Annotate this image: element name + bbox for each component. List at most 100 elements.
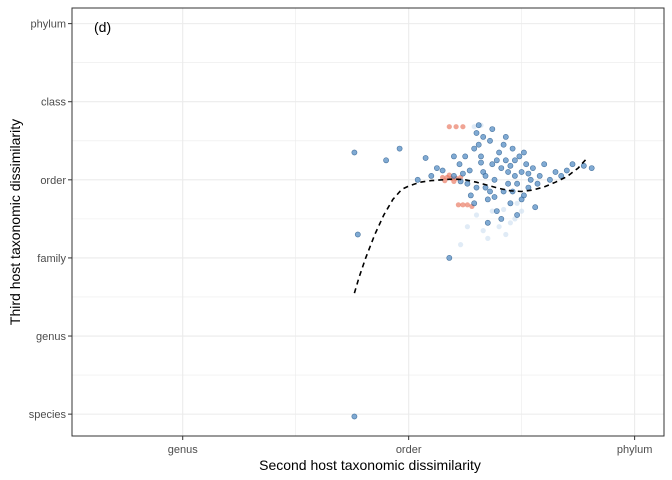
- data-point: [514, 180, 520, 187]
- data-point: [450, 172, 457, 179]
- data-point: [541, 161, 548, 168]
- data-point: [478, 153, 484, 160]
- data-point: [536, 172, 543, 179]
- data-point: [491, 194, 498, 200]
- major-grid: [72, 8, 664, 436]
- data-point: [473, 184, 480, 191]
- data-point: [505, 169, 511, 175]
- y-tick-label: phylum: [31, 19, 66, 31]
- data-point: [588, 165, 595, 171]
- data-point: [451, 178, 457, 184]
- y-tick-label: order: [40, 175, 66, 187]
- x-tick-label: genus: [168, 444, 198, 456]
- data-point: [518, 169, 525, 175]
- x-axis-title: Second host taxonomic dissimilarity: [259, 457, 481, 473]
- data-point: [473, 212, 480, 218]
- data-point: [493, 208, 500, 214]
- data-point: [428, 172, 435, 179]
- data-point: [514, 200, 520, 206]
- data-point: [489, 126, 496, 133]
- data-point: [502, 133, 509, 140]
- data-point: [519, 208, 525, 214]
- data-point: [558, 172, 565, 179]
- y-axis-ticks: species genus family order class phylum: [29, 19, 72, 421]
- data-point: [498, 215, 505, 222]
- data-point: [525, 170, 532, 177]
- data-point: [530, 165, 536, 171]
- data-point: [446, 254, 453, 261]
- x-tick-label: order: [396, 444, 422, 456]
- data-point: [458, 242, 464, 248]
- data-point: [480, 228, 486, 234]
- data-point: [496, 149, 502, 156]
- data-point: [354, 231, 361, 238]
- data-point: [456, 161, 463, 168]
- data-point: [507, 220, 513, 226]
- panel-background: [72, 8, 664, 436]
- y-axis-title: Third host taxonomic dissimilarity: [7, 119, 23, 325]
- data-point: [512, 172, 518, 179]
- data-point: [439, 167, 446, 174]
- data-point: [507, 200, 514, 207]
- data-point: [351, 413, 358, 420]
- data-point: [563, 167, 570, 174]
- data-point: [503, 231, 509, 238]
- data-point: [489, 208, 495, 214]
- data-point: [455, 202, 461, 208]
- data-point: [459, 170, 466, 177]
- data-point: [500, 141, 507, 148]
- data-point: [383, 157, 389, 164]
- data-point: [414, 176, 421, 183]
- data-point: [446, 124, 452, 130]
- data-point: [466, 167, 473, 174]
- data-point: [471, 124, 477, 130]
- data-point: [532, 204, 539, 211]
- data-point: [527, 176, 534, 183]
- data-point: [502, 157, 509, 164]
- data-point: [485, 235, 491, 241]
- data-point: [525, 184, 532, 191]
- data-point: [464, 224, 470, 230]
- data-point: [450, 153, 457, 160]
- data-point: [471, 200, 478, 207]
- data-point: [442, 178, 448, 184]
- data-point: [473, 130, 480, 136]
- data-point: [489, 161, 496, 168]
- data-point: [433, 165, 440, 171]
- data-point: [460, 124, 466, 130]
- data-point: [396, 145, 403, 152]
- data-point: [462, 153, 469, 160]
- data-point: [484, 219, 491, 226]
- data-point: [512, 157, 518, 164]
- data-point: [509, 145, 516, 152]
- y-tick-label: genus: [36, 331, 66, 343]
- data-point: [467, 192, 474, 199]
- data-point: [507, 162, 514, 169]
- data-point: [496, 224, 502, 230]
- data-point: [475, 122, 482, 129]
- data-point: [516, 153, 523, 160]
- data-point: [453, 124, 459, 130]
- data-point: [501, 206, 507, 213]
- data-point: [487, 137, 493, 144]
- data-point: [487, 188, 493, 195]
- data-point: [521, 149, 527, 156]
- data-point: [475, 141, 482, 148]
- data-point: [351, 149, 358, 156]
- data-point: [478, 159, 484, 166]
- data-point: [569, 161, 576, 168]
- trend-line: [353, 157, 588, 294]
- data-point: [518, 196, 525, 203]
- data-point: [491, 176, 498, 183]
- data-points: [351, 122, 595, 420]
- data-point: [471, 145, 478, 152]
- data-point: [482, 172, 489, 179]
- data-point: [460, 202, 466, 208]
- data-point: [446, 172, 452, 178]
- y-tick-label: species: [29, 409, 67, 421]
- data-point: [464, 202, 470, 208]
- data-point: [422, 155, 429, 161]
- data-point: [480, 133, 487, 140]
- data-point: [547, 176, 553, 183]
